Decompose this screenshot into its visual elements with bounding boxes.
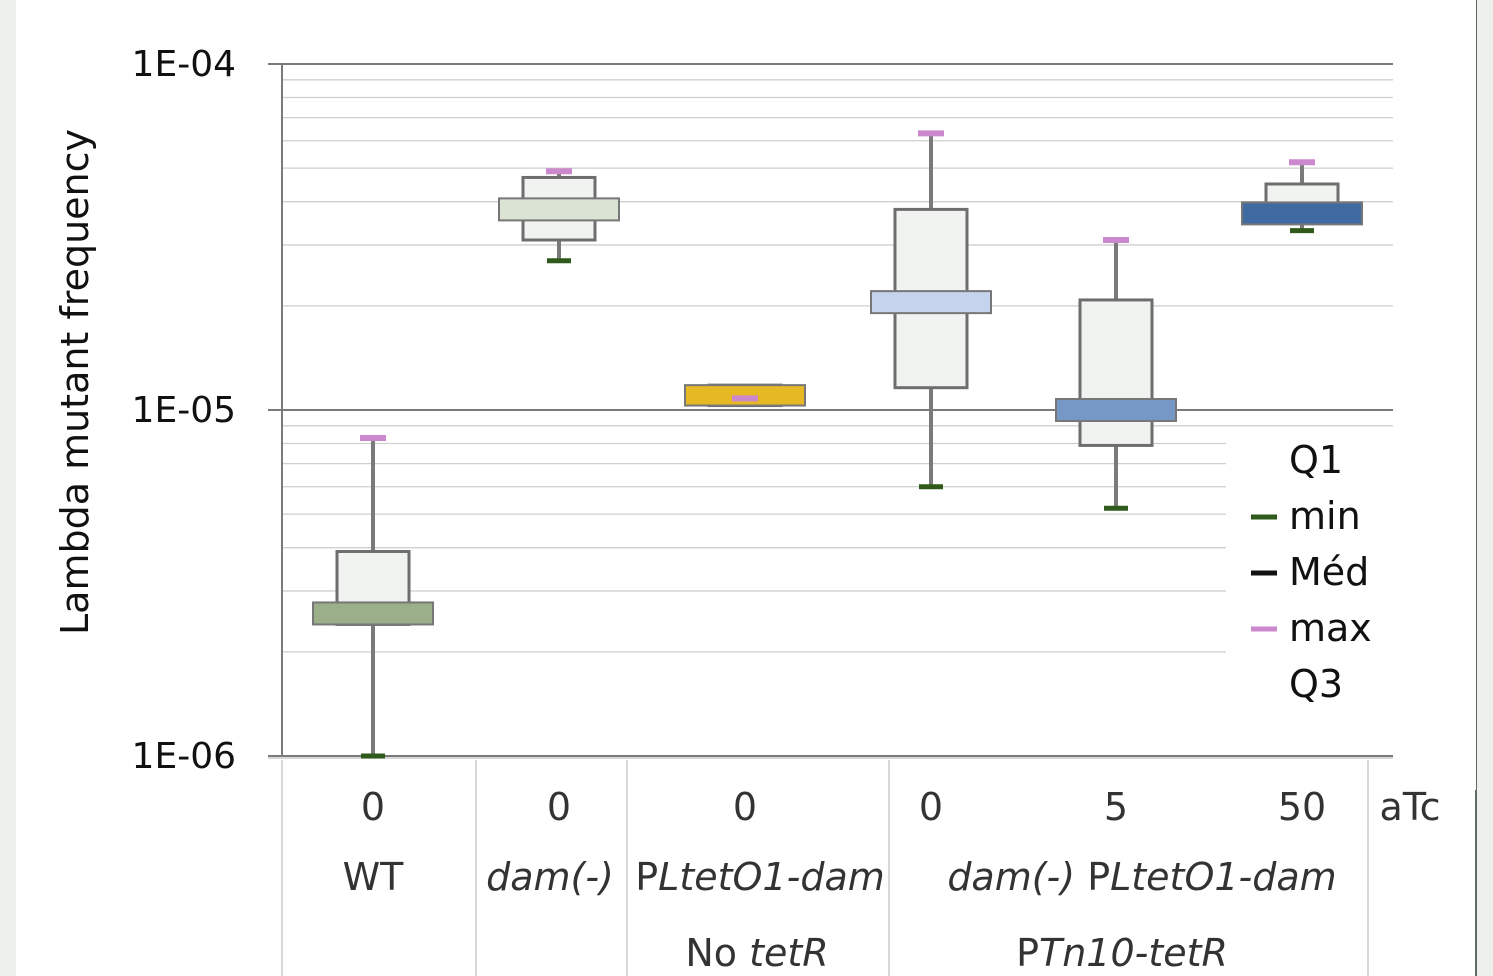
group-label-pltet: PLtetO1-dam	[635, 855, 885, 899]
legend-label: max	[1289, 606, 1372, 650]
x-tick-label: 0	[733, 785, 757, 829]
left-border	[0, 0, 16, 976]
group-separators	[268, 757, 1393, 976]
y-tick-label: 1E-04	[132, 44, 236, 85]
box-group	[684, 383, 806, 408]
legend-label: Méd	[1289, 550, 1369, 594]
median-band	[684, 384, 806, 407]
box-iqr	[1078, 298, 1154, 447]
legend-label: Q3	[1289, 662, 1343, 706]
x-tick-label: 0	[919, 785, 943, 829]
y-tick-label: 1E-06	[132, 736, 236, 777]
median-band	[312, 601, 434, 626]
median-band	[1055, 398, 1177, 422]
median-band	[870, 290, 992, 315]
y-axis-title: Lambda mutant frequency	[53, 129, 97, 635]
box-group	[498, 168, 620, 264]
box-group	[312, 434, 434, 759]
legend-label: min	[1289, 494, 1361, 538]
x-tick-label: 50	[1278, 785, 1326, 829]
box-group	[870, 130, 992, 490]
x-tick-label: 0	[361, 785, 385, 829]
group-label-notetr: No tetR	[685, 931, 828, 975]
group-label-wt: WT	[343, 855, 405, 899]
group-label-tn10: PTn10-tetR	[1016, 931, 1228, 975]
group-label-dam: dam(-)	[486, 855, 614, 899]
x-axis-ticks: 0 0 0 0 5 50	[361, 785, 1326, 829]
box-group	[1055, 236, 1177, 511]
x-tick-label: 5	[1104, 785, 1128, 829]
boxes	[312, 130, 1363, 759]
median-band	[1241, 201, 1363, 226]
x-axis-title: aTc	[1380, 785, 1441, 829]
y-tick-label: 1E-05	[132, 390, 236, 431]
median-band	[498, 197, 620, 222]
gridlines	[268, 63, 1393, 757]
group-label-dam-pltet: dam(-) PLtetO1-dam	[947, 855, 1336, 899]
x-tick-label: 0	[547, 785, 571, 829]
box-group	[1241, 159, 1363, 234]
legend: Q1 min Méd max Q3	[1226, 430, 1396, 720]
y-axis-ticks: 1E-06 1E-05 1E-04	[132, 44, 236, 777]
legend-label: Q1	[1289, 438, 1343, 482]
